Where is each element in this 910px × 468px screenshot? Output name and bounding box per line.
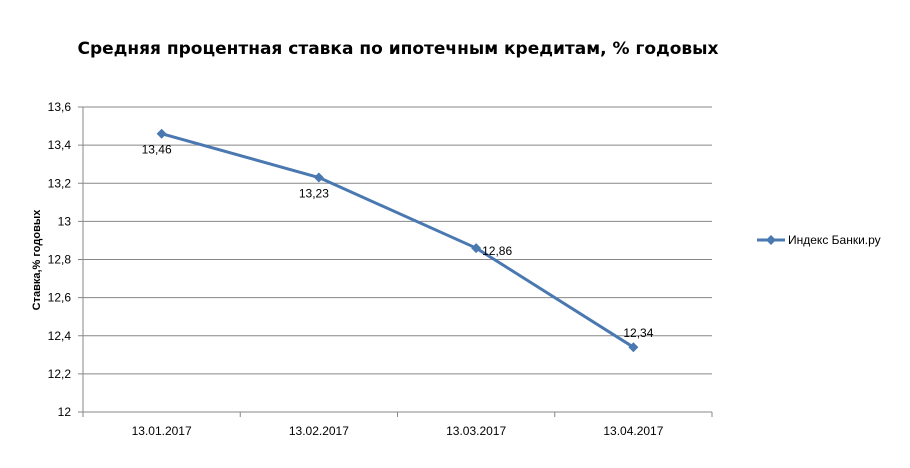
x-tick-labels: 13.01.2017 13.02.2017 13.03.2017 13.04.2017 [132, 424, 664, 438]
y-tick-labels: 12 12,2 12,4 12,6 12,8 13 13,2 13,4 13,6 [48, 100, 72, 419]
y-tick-label: 12,2 [48, 367, 72, 381]
gridlines [78, 106, 712, 413]
y-tick-label: 12,8 [48, 253, 72, 267]
y-tick-label: 12,6 [48, 291, 72, 305]
x-tick-label: 13.04.2017 [603, 424, 663, 438]
y-tick-label: 13,6 [48, 100, 72, 114]
data-point-marker [471, 243, 482, 254]
y-tick-label: 13,4 [48, 138, 72, 152]
x-tick-label: 13.01.2017 [132, 424, 192, 438]
y-tick-label: 12,4 [48, 329, 72, 343]
legend-marker [766, 235, 776, 245]
y-tick-label: 13,2 [48, 176, 72, 190]
data-point-marker [313, 172, 324, 183]
series-line [161, 132, 635, 349]
x-tick-label: 13.02.2017 [289, 424, 349, 438]
data-label: 12,86 [482, 244, 512, 258]
data-point-marker [628, 342, 639, 353]
legend: Индекс Банки.ру [757, 233, 881, 247]
data-point-marker [156, 128, 167, 139]
data-label: 12,34 [623, 326, 653, 340]
x-tick-label: 13.03.2017 [446, 424, 506, 438]
y-tick-label: 12 [58, 405, 72, 419]
chart-title: Средняя процентная ставка по ипотечным к… [77, 39, 718, 59]
series-group: 13,46 13,23 12,86 12,34 [142, 128, 654, 353]
data-label: 13,23 [299, 187, 329, 201]
y-axis-label: Ставка,% годовых [31, 209, 43, 311]
axes [82, 107, 713, 417]
data-label: 13,46 [142, 143, 172, 157]
y-tick-label: 13 [58, 214, 72, 228]
legend-label: Индекс Банки.ру [788, 233, 881, 247]
